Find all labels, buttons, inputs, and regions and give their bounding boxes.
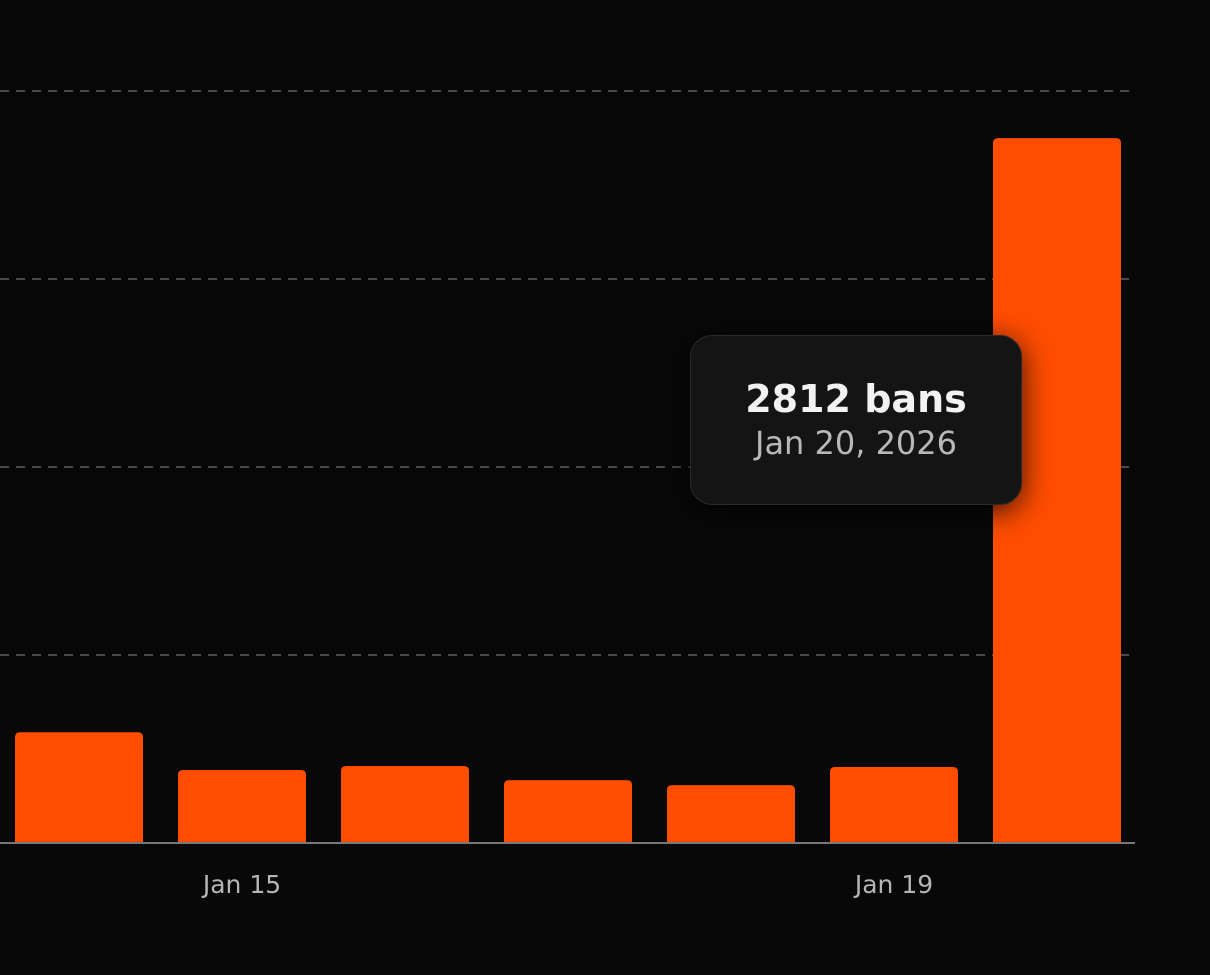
- bar-jan-18: [667, 785, 795, 843]
- bar-jan-19: [830, 767, 958, 843]
- x-tick-label: Jan 19: [853, 870, 933, 899]
- bar-jan-16: [341, 766, 469, 843]
- tooltip: 2812 bans Jan 20, 2026: [690, 335, 1022, 505]
- bar-jan-15: [178, 770, 306, 843]
- tooltip-value: 2812 bans: [745, 377, 967, 421]
- bar-jan-14: [15, 732, 143, 843]
- bar-jan-20: [993, 138, 1121, 843]
- tooltip-date: Jan 20, 2026: [755, 424, 957, 462]
- x-tick-label: Jan 15: [201, 870, 281, 899]
- bar-jan-17: [504, 780, 632, 843]
